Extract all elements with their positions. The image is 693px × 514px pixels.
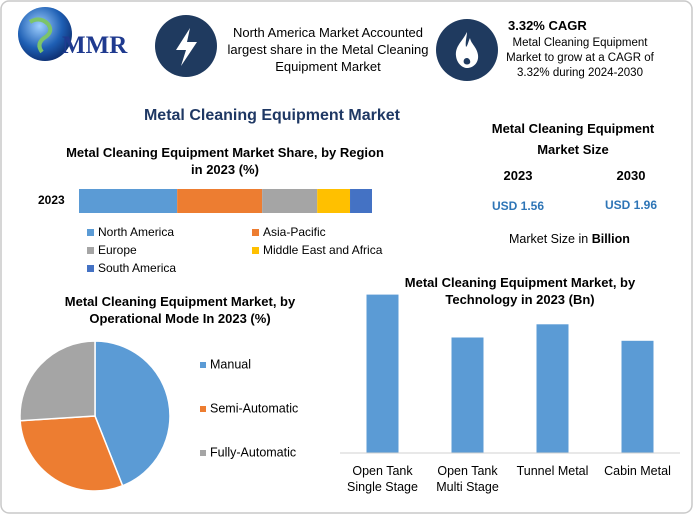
legend-swatch <box>200 406 206 412</box>
legend-swatch <box>252 247 259 254</box>
y-tick-label: 2023 <box>38 193 65 207</box>
legend-swatch <box>252 229 259 236</box>
size-unit: Billion <box>591 232 630 246</box>
logo-text: MMR <box>62 32 128 59</box>
highlight-text: North America Market Accounted largest s… <box>227 25 429 74</box>
legend-swatch <box>200 362 206 368</box>
bar-segment <box>177 189 263 213</box>
legend-label: Semi-Automatic <box>210 401 298 415</box>
bolt-icon <box>176 28 197 66</box>
legend-swatch <box>87 229 94 236</box>
size-note-text: Market Size in <box>509 232 589 246</box>
x-tick-label: Open Tank Multi Stage <box>436 464 499 495</box>
bar <box>536 324 569 453</box>
chart-title: Metal Cleaning Equipment Market, by Tech… <box>404 275 636 307</box>
legend-label: Europe <box>98 243 137 257</box>
x-tick-label: Tunnel Metal <box>516 464 589 478</box>
pie-slice <box>19 340 96 422</box>
bar <box>621 340 654 453</box>
x-tick-label: Open Tank Single Stage <box>347 464 418 495</box>
legend-label: Manual <box>210 357 251 371</box>
legend-label: Middle East and Africa <box>263 243 383 257</box>
bar <box>451 337 484 453</box>
pie-slice <box>19 415 124 492</box>
legend-label: North America <box>98 225 174 239</box>
bar <box>366 294 399 453</box>
cagr-title: 3.32% CAGR <box>508 18 587 33</box>
x-tick-label: Cabin Metal <box>604 464 671 478</box>
bar-segment <box>317 189 351 213</box>
legend-swatch <box>87 265 94 272</box>
chart-title: Metal Cleaning Equipment Market, by Oper… <box>64 294 296 326</box>
legend-swatch <box>87 247 94 254</box>
bar-segment <box>79 189 178 213</box>
size-value: USD 1.56 <box>491 199 545 213</box>
legend-label: Fully-Automatic <box>210 445 296 459</box>
size-value: USD 1.96 <box>604 198 658 212</box>
legend-label: South America <box>98 261 176 275</box>
legend-swatch <box>200 450 206 456</box>
logo-land <box>28 17 53 54</box>
size-title: Metal Cleaning Equipment Market Size <box>491 121 655 157</box>
flame-icon <box>455 32 479 68</box>
size-year: 2023 <box>503 168 533 183</box>
pie-slice <box>94 340 171 487</box>
chart-title: Metal Cleaning Equipment Market Share, b… <box>66 145 384 177</box>
size-year: 2030 <box>616 168 646 183</box>
bar-segment <box>350 189 372 213</box>
bar-segment <box>262 189 318 213</box>
size-note: Market Size in Billion <box>509 231 630 247</box>
legend-label: Asia-Pacific <box>263 225 326 239</box>
cagr-text: Metal Cleaning Equipment Market to grow … <box>506 37 654 79</box>
main-title: Metal Cleaning Equipment Market <box>143 107 401 124</box>
